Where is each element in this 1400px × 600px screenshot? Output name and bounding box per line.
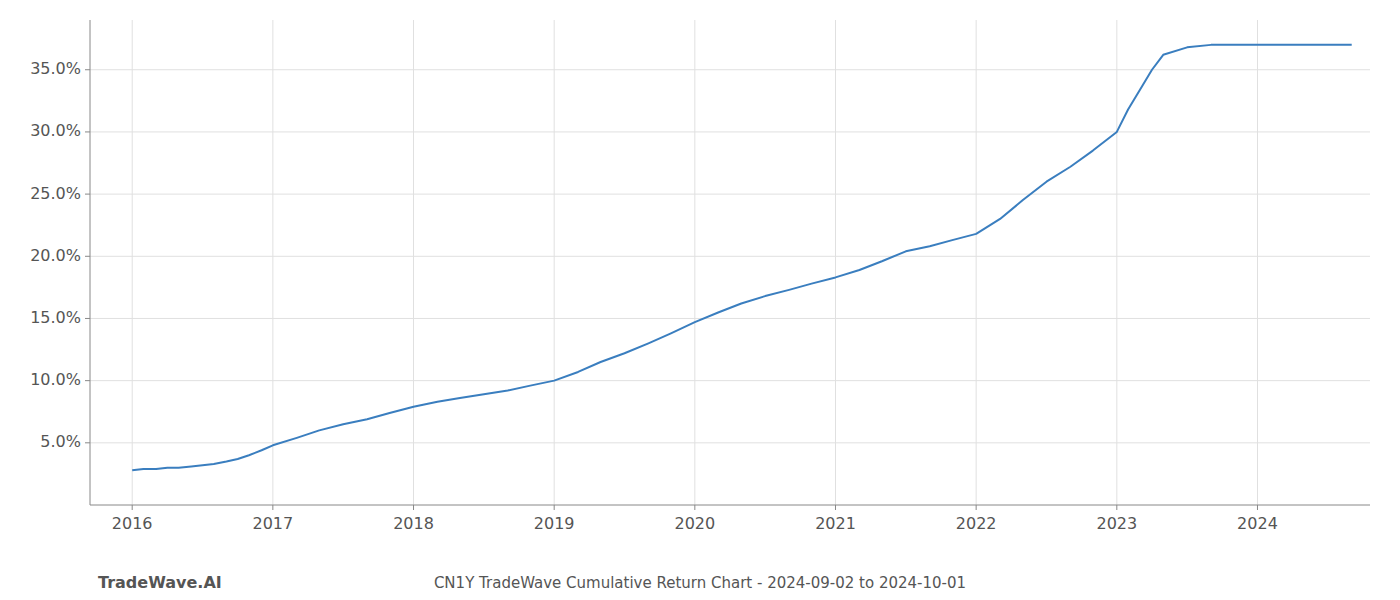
y-tick-label: 25.0% bbox=[30, 184, 81, 203]
chart-container: 2016 2017 2018 2019 2020 2021 2022 2023 2024 5.0%… bbox=[0, 0, 1400, 600]
x-grid-line bbox=[835, 20, 836, 505]
x-tick-label: 2024 bbox=[1237, 514, 1278, 533]
x-axis-line bbox=[90, 505, 1370, 506]
x-grid-line bbox=[272, 20, 273, 505]
x-tick-mark bbox=[1116, 505, 1117, 510]
grid bbox=[90, 20, 1370, 505]
x-tick-mark bbox=[413, 505, 414, 510]
y-tick-mark bbox=[85, 131, 90, 132]
x-grid-line bbox=[1116, 20, 1117, 505]
y-tick-mark bbox=[85, 380, 90, 381]
x-grid-line bbox=[132, 20, 133, 505]
y-axis-line bbox=[90, 20, 91, 505]
y-tick-label: 30.0% bbox=[30, 121, 81, 140]
x-grid-line bbox=[1257, 20, 1258, 505]
y-grid-line bbox=[90, 131, 1370, 132]
x-grid-line bbox=[976, 20, 977, 505]
x-tick-mark bbox=[835, 505, 836, 510]
axes: 2016 2017 2018 2019 2020 2021 2022 2023 2024 5.0%… bbox=[30, 20, 1370, 533]
y-tick-label: 15.0% bbox=[30, 308, 81, 327]
y-tick-mark bbox=[85, 318, 90, 319]
y-grid-line bbox=[90, 318, 1370, 319]
return-line bbox=[132, 45, 1352, 470]
x-tick-label: 2021 bbox=[815, 514, 856, 533]
y-tick-label: 35.0% bbox=[30, 59, 81, 78]
x-tick-mark bbox=[694, 505, 695, 510]
x-tick-label: 2017 bbox=[252, 514, 293, 533]
y-tick-label: 10.0% bbox=[30, 370, 81, 389]
x-tick-label: 2020 bbox=[674, 514, 715, 533]
watermark: TradeWave.AI bbox=[98, 573, 222, 592]
y-tick-label: 5.0% bbox=[40, 432, 81, 451]
plot-area bbox=[132, 45, 1352, 470]
x-tick-label: 2016 bbox=[112, 514, 153, 533]
y-grid-line bbox=[90, 256, 1370, 257]
x-grid-line bbox=[694, 20, 695, 505]
chart-svg: 2016 2017 2018 2019 2020 2021 2022 2023 2024 5.0%… bbox=[0, 0, 1400, 600]
x-tick-label: 2022 bbox=[956, 514, 997, 533]
y-grid-line bbox=[90, 380, 1370, 381]
chart-title: CN1Y TradeWave Cumulative Return Chart -… bbox=[434, 574, 966, 592]
y-grid-line bbox=[90, 194, 1370, 195]
x-tick-label: 2018 bbox=[393, 514, 434, 533]
x-tick-mark bbox=[1257, 505, 1258, 510]
x-tick-label: 2019 bbox=[534, 514, 575, 533]
y-tick-mark bbox=[85, 194, 90, 195]
y-grid-line bbox=[90, 69, 1370, 70]
y-tick-mark bbox=[85, 256, 90, 257]
y-tick-mark bbox=[85, 69, 90, 70]
x-tick-mark bbox=[272, 505, 273, 510]
x-tick-label: 2023 bbox=[1096, 514, 1137, 533]
x-grid-line bbox=[554, 20, 555, 505]
x-grid-line bbox=[413, 20, 414, 505]
y-tick-mark bbox=[85, 442, 90, 443]
x-tick-mark bbox=[976, 505, 977, 510]
x-tick-mark bbox=[132, 505, 133, 510]
x-tick-mark bbox=[554, 505, 555, 510]
y-tick-label: 20.0% bbox=[30, 246, 81, 265]
